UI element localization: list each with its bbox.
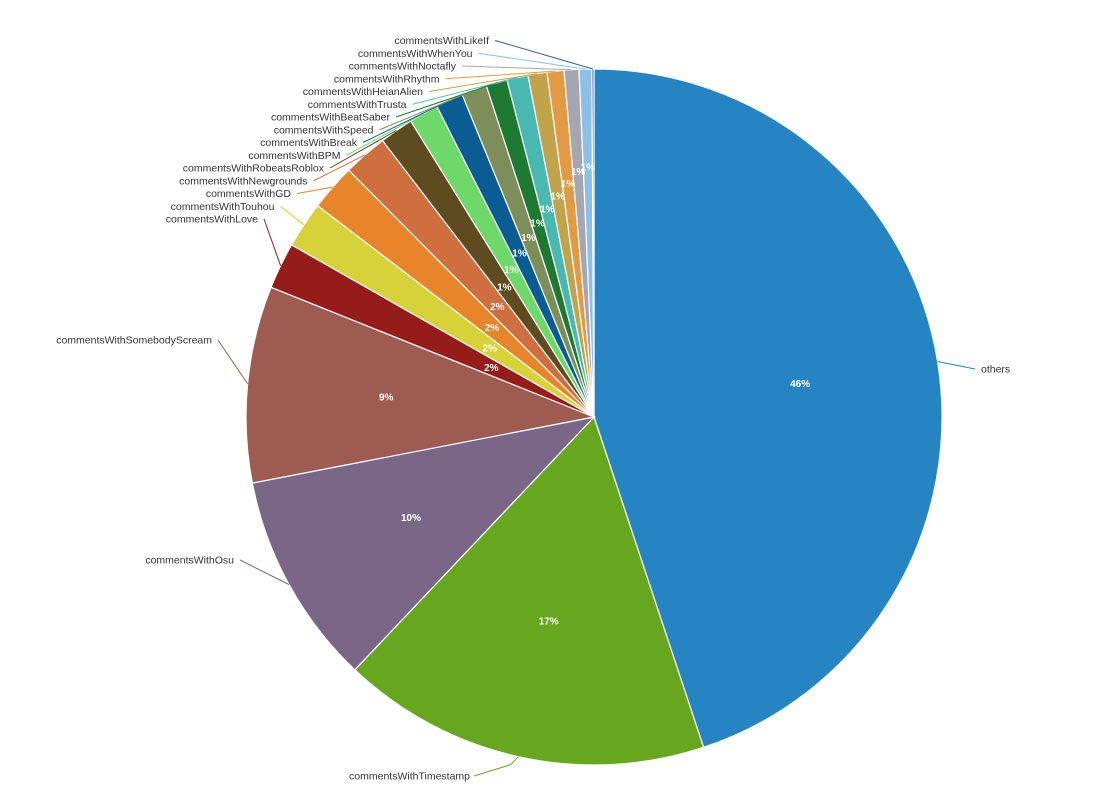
category-label-others: others (981, 364, 1010, 376)
category-label-comments-with-love: commentsWithLove (166, 214, 258, 226)
category-label-comments-with-newgrounds: commentsWithNewgrounds (179, 175, 307, 187)
category-label-comments-with-heian-alien: commentsWithHeianAlien (303, 86, 423, 98)
leader-line-comments-with-when-you (478, 52, 586, 70)
leader-line-comments-with-break (362, 99, 450, 143)
percent-label-comments-with-touhou: 2% (483, 344, 498, 355)
category-labels-group: others commentsWithTimestamp commentsWithO… (56, 35, 1010, 783)
percent-label-comments-with-rhythm: 1% (561, 179, 576, 190)
category-label-comments-with-robeats-roblox: commentsWithRobeatsRoblox (183, 163, 325, 175)
percent-label-comments-with-break: 1% (512, 249, 527, 260)
pie-slice-comments-with-somebody-scream (245, 286, 597, 484)
category-label-comments-with-noctafly: commentsWithNoctafly (349, 61, 457, 73)
percent-label-comments-with-when-you: 1% (581, 163, 596, 174)
leader-line-comments-with-love (263, 218, 282, 266)
percent-label-comments-with-love: 2% (484, 363, 499, 374)
leader-line-comments-with-speed (379, 89, 475, 131)
leader-line-others (937, 361, 976, 370)
percent-label-comments-with-heian-alien: 1% (550, 192, 565, 203)
percent-label-comments-with-noctafly: 1% (571, 167, 586, 178)
leader-line-comments-with-noctafly (461, 65, 572, 71)
leader-line-comments-with-newgrounds (313, 154, 366, 182)
leader-line-comments-with-somebody-scream (217, 339, 249, 385)
category-label-comments-with-timestamp: commentsWithTimestamp (349, 771, 470, 783)
percent-label-comments-with-bpm: 1% (504, 265, 519, 276)
leader-line-comments-with-timestamp (473, 756, 519, 777)
category-label-comments-with-osu: commentsWithOsu (145, 555, 234, 567)
percent-label-comments-with-beat-saber: 1% (530, 219, 545, 230)
category-label-comments-with-when-you: commentsWithWhenYou (358, 48, 473, 60)
leader-line-comments-with-gd (296, 186, 333, 194)
category-label-comments-with-gd: commentsWithGD (206, 188, 292, 200)
category-label-comments-with-beat-saber: commentsWithBeatSaber (271, 112, 391, 124)
leader-line-comments-with-bpm (346, 113, 424, 156)
percent-labels-group: 46%17%10%9%2%2%2%2%1%1%1%1%1%1%1%1%1%1% (379, 163, 810, 628)
percent-label-comments-with-newgrounds: 2% (490, 302, 505, 313)
leader-line-comments-with-robeats-roblox (329, 130, 397, 169)
leader-line-comments-with-rhythm (445, 70, 556, 80)
leader-line-comments-with-trusta (412, 77, 518, 105)
category-label-comments-with-touhou: commentsWithTouhou (171, 201, 275, 213)
percent-label-comments-with-gd: 2% (485, 323, 500, 334)
percent-label-comments-with-timestamp: 17% (539, 616, 559, 627)
category-label-comments-with-bpm: commentsWithBPM (248, 150, 340, 162)
leader-line-comments-with-touhou (280, 205, 305, 226)
leader-lines-group (217, 40, 976, 777)
category-label-comments-with-break: commentsWithBreak (260, 137, 358, 149)
percent-label-comments-with-robeats-roblox: 1% (497, 282, 512, 293)
category-label-comments-with-like-if: commentsWithLikeIf (394, 35, 489, 47)
pie-slice-comments-with-osu (251, 416, 596, 671)
percent-label-comments-with-somebody-scream: 9% (379, 393, 394, 404)
percent-label-comments-with-speed: 1% (521, 233, 536, 244)
percent-label-comments-with-osu: 10% (401, 513, 421, 524)
category-label-comments-with-speed: commentsWithSpeed (274, 124, 374, 136)
category-label-comments-with-somebody-scream: commentsWithSomebodyScream (56, 335, 212, 347)
percent-label-others: 46% (790, 379, 810, 390)
leader-line-comments-with-like-if (494, 40, 594, 70)
percent-label-comments-with-trusta: 1% (540, 205, 555, 216)
category-label-comments-with-rhythm: commentsWithRhythm (334, 73, 440, 85)
category-label-comments-with-trusta: commentsWithTrusta (308, 99, 407, 111)
pie-slice-comments-with-timestamp (353, 415, 705, 766)
leader-line-comments-with-osu (239, 559, 290, 585)
leader-line-comments-with-beat-saber (395, 82, 497, 118)
leader-line-comments-with-heian-alien (428, 73, 538, 92)
